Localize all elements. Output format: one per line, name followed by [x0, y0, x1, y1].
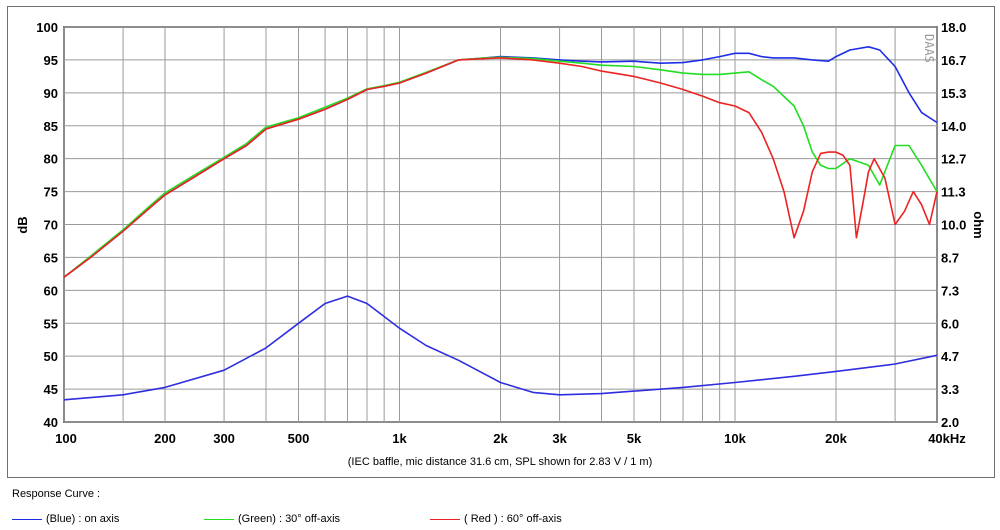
- y2-tick-label: 11.3: [941, 185, 966, 200]
- y2-tick-label: 16.7: [941, 53, 966, 68]
- y2-tick-label: 2.0: [941, 415, 959, 430]
- frequency-response-chart: 100 95 90 85 80 75 70 65 60 55 50 45 40 18.0 16.7 15.3 1…: [15, 20, 986, 468]
- x-tick-label: 200: [154, 431, 176, 446]
- x-tick-label: 40kHz: [928, 431, 966, 446]
- legend-title: Response Curve :: [12, 488, 101, 500]
- grid-lines: [63, 26, 938, 423]
- y-tick-label: 70: [44, 218, 58, 233]
- legend-swatch-green: [204, 518, 234, 520]
- legend-swatch-red: [430, 518, 460, 520]
- y-tick-label: 45: [44, 382, 58, 397]
- y-tick-label: 50: [44, 349, 58, 364]
- x-tick-label: 2k: [493, 431, 508, 446]
- x-tick-label: 20k: [825, 431, 847, 446]
- legend-item-60-off-axis: ( Red ) : 60° off-axis: [430, 513, 562, 525]
- y2-axis-label: ohm: [971, 211, 986, 238]
- y2-tick-label: 18.0: [941, 20, 966, 35]
- chart-caption: (IEC baffle, mic distance 31.6 cm, SPL s…: [348, 456, 652, 468]
- y-tick-label: 95: [44, 53, 58, 68]
- tick-labels: 100 95 90 85 80 75 70 65 60 55 50 45 40 18.0 16.7 15.3 1…: [36, 20, 966, 446]
- series-line-3: [63, 295, 938, 401]
- y2-tick-label: 3.3: [941, 382, 959, 397]
- y-tick-label: 40: [44, 415, 58, 430]
- legend-label-30-off-axis: (Green) : 30° off-axis: [238, 513, 341, 525]
- legend-swatch-blue: [12, 518, 42, 520]
- series-line-1: [63, 56, 938, 278]
- x-tick-label: 500: [288, 431, 310, 446]
- legend-item-30-off-axis: (Green) : 30° off-axis: [204, 513, 340, 525]
- x-tick-label: 3k: [552, 431, 567, 446]
- x-tick-label: 1k: [392, 431, 407, 446]
- y2-tick-label: 4.7: [941, 349, 959, 364]
- y2-tick-label: 12.7: [941, 152, 966, 167]
- chart-frame: 100 95 90 85 80 75 70 65 60 55 50 45 40 18.0 16.7 15.3 1…: [7, 6, 995, 478]
- series-line-2: [63, 57, 938, 278]
- y-tick-label: 60: [44, 283, 58, 298]
- legend: Response Curve : (Blue) : on axis (Green…: [12, 488, 992, 528]
- x-tick-label: 10k: [724, 431, 746, 446]
- y-tick-label: 65: [44, 250, 58, 265]
- y-tick-label: 85: [44, 119, 58, 134]
- y2-tick-label: 14.0: [941, 119, 966, 134]
- legend-item-on-axis: (Blue) : on axis: [12, 513, 119, 525]
- y2-tick-label: 7.3: [941, 283, 959, 298]
- y2-tick-label: 10.0: [941, 218, 966, 233]
- y2-tick-label: 15.3: [941, 86, 966, 101]
- y-tick-label: 55: [44, 316, 58, 331]
- x-tick-label: 100: [55, 431, 77, 446]
- brand-mark: DAAS: [922, 34, 936, 63]
- y2-tick-label: 6.0: [941, 316, 959, 331]
- series-layer: [63, 45, 938, 401]
- y-axis-label: dB: [15, 216, 30, 233]
- legend-label-60-off-axis: ( Red ) : 60° off-axis: [464, 513, 562, 525]
- legend-label-on-axis: (Blue) : on axis: [46, 513, 120, 525]
- y2-tick-label: 8.7: [941, 250, 959, 265]
- x-tick-label: 5k: [627, 431, 642, 446]
- y-tick-label: 80: [44, 152, 58, 167]
- y-tick-label: 90: [44, 86, 58, 101]
- x-tick-label: 300: [213, 431, 235, 446]
- y-tick-label: 100: [36, 20, 58, 35]
- y-tick-label: 75: [44, 185, 58, 200]
